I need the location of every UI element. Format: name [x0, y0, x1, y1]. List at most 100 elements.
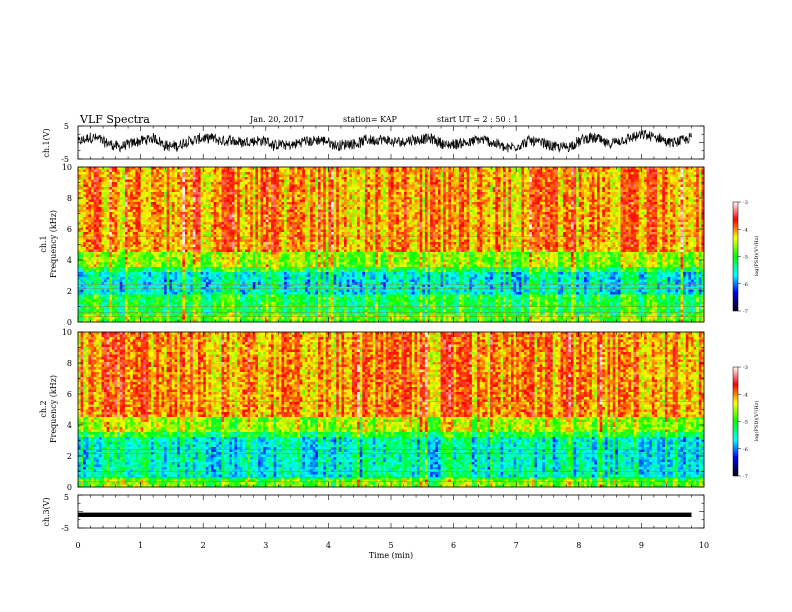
spectrogram-cell	[362, 180, 365, 183]
spectrogram-cell	[641, 172, 644, 175]
spectrogram-cell	[284, 172, 287, 175]
spectrogram-cell	[128, 170, 131, 173]
spectrogram-cell	[495, 180, 498, 183]
spectrogram-cell	[600, 170, 603, 173]
spectrogram-cell	[694, 182, 697, 185]
spectrogram-cell	[180, 170, 183, 173]
spectrogram-cell	[115, 180, 118, 183]
spectrogram-cell	[182, 180, 185, 183]
spectrogram-cell	[94, 182, 97, 185]
spectrogram-cell	[506, 175, 509, 178]
spectrogram-cell	[623, 170, 626, 173]
spectrogram-cell	[607, 182, 610, 185]
spectrogram-cell	[175, 175, 178, 178]
spectrogram-cell	[224, 167, 227, 170]
spectrogram-cell	[268, 172, 271, 175]
spectrogram-cell	[694, 180, 697, 183]
spectrogram-cell	[258, 175, 261, 178]
spectrogram-cell	[133, 175, 136, 178]
spectrogram-cell	[182, 185, 185, 188]
spectrogram-cell	[498, 182, 501, 185]
spectrogram-cell	[381, 167, 384, 170]
spectrogram-cell	[516, 170, 519, 173]
spectrogram-cell	[305, 170, 308, 173]
spectrogram-cell	[506, 180, 509, 183]
spectrogram-cell	[524, 167, 527, 170]
spectrogram-cell	[647, 177, 650, 180]
spectrogram-cell	[300, 182, 303, 185]
spectrogram-cell	[133, 185, 136, 188]
spectrogram-cell	[188, 175, 191, 178]
spectrogram-cell	[615, 180, 618, 183]
spectrogram-cell	[443, 182, 446, 185]
spectrogram-cell	[365, 167, 368, 170]
spectrogram-cell	[691, 170, 694, 173]
spectrogram-cell	[206, 175, 209, 178]
spectrogram-cell	[375, 182, 378, 185]
spectrogram-cell	[271, 170, 274, 173]
spectrogram-cell	[605, 172, 608, 175]
spectrogram-cell	[634, 180, 637, 183]
spectrogram-cell	[232, 182, 235, 185]
spectrogram-cell	[313, 172, 316, 175]
spectrogram-cell	[506, 172, 509, 175]
spectrogram-cell	[490, 180, 493, 183]
spectrogram-cell	[294, 172, 297, 175]
spectrogram-cell	[180, 167, 183, 170]
spectrogram-cell	[232, 170, 235, 173]
spectrogram-cell	[670, 172, 673, 175]
spectrogram-cell	[469, 177, 472, 180]
spectrogram-cell	[156, 172, 159, 175]
spectrogram-cell	[631, 167, 634, 170]
spectrogram-cell	[253, 182, 256, 185]
spectrogram-cell	[566, 172, 569, 175]
spectrogram-cell	[263, 177, 266, 180]
spectrogram-cell	[579, 175, 582, 178]
spectrogram-cell	[125, 185, 128, 188]
spectrogram-cell	[216, 175, 219, 178]
spectrogram-cell	[647, 182, 650, 185]
spectrogram-cell	[501, 172, 504, 175]
spectrogram-cell	[537, 167, 540, 170]
spectrogram-cell	[529, 180, 532, 183]
spectrogram-cell	[115, 172, 118, 175]
spectrogram-cell	[175, 170, 178, 173]
spectrogram-cell	[101, 182, 104, 185]
spectrogram-cell	[647, 167, 650, 170]
spectrogram-cell	[193, 177, 196, 180]
spectrogram-cell	[81, 185, 84, 188]
spectrogram-cell	[662, 170, 665, 173]
spectrogram-cell	[188, 182, 191, 185]
spectrogram-cell	[435, 175, 438, 178]
spectrogram-cell	[532, 170, 535, 173]
spectrogram-cell	[394, 167, 397, 170]
spectrogram-cell	[167, 185, 170, 188]
spectrogram-cell	[190, 185, 193, 188]
spectrogram-cell	[461, 182, 464, 185]
spectrogram-cell	[506, 167, 509, 170]
spectrogram-cell	[216, 185, 219, 188]
spectrogram-cell	[477, 180, 480, 183]
spectrogram-cell	[597, 180, 600, 183]
spectrogram-cell	[623, 167, 626, 170]
spectrogram-cell	[396, 172, 399, 175]
spectrogram-cell	[349, 177, 352, 180]
spectrogram-cell	[386, 175, 389, 178]
spectrogram-cell	[493, 182, 496, 185]
spectrogram-cell	[115, 167, 118, 170]
spectrogram-cell	[276, 177, 279, 180]
spectrogram-cell	[96, 185, 99, 188]
spectrogram-cell	[621, 175, 624, 178]
spectrogram-cell	[130, 182, 133, 185]
spectrogram-cell	[673, 175, 676, 178]
spectrogram-cell	[662, 167, 665, 170]
spectrogram-cell	[498, 170, 501, 173]
spectrogram-cell	[519, 180, 522, 183]
spectrogram-cell	[78, 172, 81, 175]
spectrogram-cell	[501, 175, 504, 178]
spectrogram-cell	[253, 170, 256, 173]
spectrogram-cell	[373, 175, 376, 178]
spectrogram-cell	[524, 182, 527, 185]
spectrogram-cell	[138, 185, 141, 188]
spectrogram-cell	[441, 175, 444, 178]
